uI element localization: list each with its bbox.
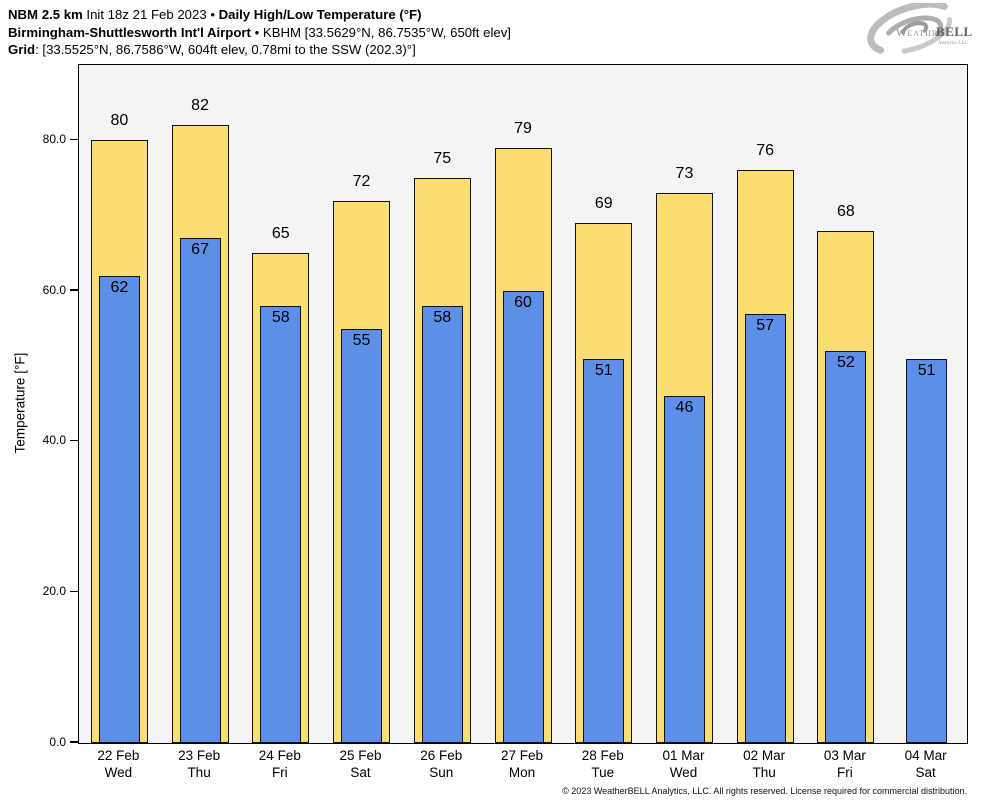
high-value-label: 65 (271, 225, 290, 243)
station-meta: • KBHM [33.5629°N, 86.7535°W, 650ft elev… (250, 24, 511, 40)
low-value-label: 58 (433, 309, 452, 327)
y-tick-mark (70, 590, 78, 593)
low-bar: 46 (663, 396, 705, 743)
high-value-label: 73 (675, 165, 694, 183)
x-tick-label: 02 Mar Thu (722, 747, 806, 781)
low-bar: 67 (179, 238, 221, 743)
high-value-label: 76 (756, 142, 775, 160)
low-bar: 51 (583, 358, 625, 743)
x-tick-date: 01 Mar (662, 748, 705, 763)
high-value-label: 82 (191, 97, 209, 115)
low-value-label: 46 (675, 399, 694, 417)
low-bar: 58 (260, 306, 302, 743)
x-tick-date: 23 Feb (178, 748, 221, 763)
low-value-label: 57 (756, 316, 775, 334)
low-value-label: 51 (594, 361, 613, 379)
title-product: Daily High/Low Temperature (°F) (218, 7, 422, 22)
title-init: Init 18z 21 Feb 2023 • (82, 7, 219, 22)
y-tick-mark (70, 439, 78, 442)
x-tick-date: 22 Feb (97, 748, 140, 763)
x-tick-weekday: Fri (837, 765, 853, 780)
x-tick-date: 24 Feb (258, 748, 301, 763)
chart-grid-line: Grid: [33.5525°N, 86.7586°W, 604ft elev,… (8, 41, 511, 59)
low-value-label: 55 (352, 331, 371, 349)
low-value-label: 58 (271, 309, 290, 327)
low-bar: 58 (421, 306, 463, 743)
station-name: Birmingham-Shuttlesworth Int'l Airport (8, 24, 251, 40)
low-value-label: 51 (917, 361, 936, 379)
high-value-label: 79 (514, 119, 532, 137)
title-model: NBM 2.5 km (8, 7, 83, 22)
x-tick-weekday: Sun (429, 765, 454, 780)
x-tick-label: 24 Feb Fri (238, 747, 322, 781)
low-value-label: 62 (110, 278, 129, 296)
x-tick-weekday: Thu (752, 765, 776, 780)
grid-meta: : [33.5525°N, 86.7586°W, 604ft elev, 0.7… (35, 42, 416, 57)
chart-title-line: NBM 2.5 km Init 18z 21 Feb 2023 • Daily … (8, 6, 511, 24)
y-tick-mark (70, 289, 78, 291)
y-tick-mark (70, 138, 78, 141)
high-value-label: 80 (110, 112, 129, 130)
high-value-label: 75 (433, 150, 452, 167)
high-value-label: 69 (594, 195, 613, 213)
x-tick-label: 26 Feb Sun (399, 747, 483, 781)
low-bar: 57 (744, 313, 786, 743)
low-value-label: 60 (514, 294, 532, 311)
copyright-notice: © 2023 WeatherBELL Analytics, LLC. All r… (562, 786, 967, 796)
x-tick-weekday: Tue (591, 765, 615, 780)
low-value-label: 52 (837, 354, 855, 372)
x-tick-date: 04 Mar (904, 748, 947, 763)
x-tick-label: 25 Feb Sat (319, 747, 403, 781)
x-tick-date: 28 Feb (581, 748, 624, 763)
low-bar: 55 (341, 328, 383, 743)
x-tick-label: 22 Feb Wed (76, 747, 160, 781)
y-tick-label: 80.0 (42, 131, 66, 146)
low-bar: 60 (502, 291, 544, 743)
x-tick-label: 03 Mar Fri (803, 747, 887, 781)
x-tick-date: 02 Mar (743, 748, 786, 763)
x-tick-weekday: Wed (104, 765, 133, 780)
logo-tagline: Analytics LLC (938, 41, 969, 46)
high-value-label: 72 (352, 172, 371, 190)
x-tick-weekday: Mon (508, 765, 536, 780)
y-tick-label: 40.0 (42, 433, 66, 448)
weatherbell-logo: Weather BELL Analytics LLC (866, 0, 978, 57)
logo-swirl-icon: Weather BELL Analytics LLC (867, 0, 973, 54)
x-tick-label: 27 Feb Mon (480, 747, 564, 781)
x-tick-weekday: Sat (915, 765, 936, 780)
x-tick-label: 01 Mar Wed (641, 747, 725, 781)
low-bar: 52 (825, 351, 867, 743)
y-tick-label: 0.0 (49, 734, 66, 749)
x-tick-weekday: Thu (187, 765, 211, 780)
low-bar: 62 (98, 275, 140, 743)
chart-station-line: Birmingham-Shuttlesworth Int'l Airport •… (8, 24, 511, 42)
y-tick-label: 20.0 (42, 583, 66, 598)
y-tick-label: 60.0 (42, 282, 66, 297)
x-tick-weekday: Sat (350, 765, 371, 780)
logo-text-weather: Weather (896, 27, 944, 39)
low-bar: 51 (906, 358, 948, 743)
x-tick-date: 03 Mar (823, 748, 866, 763)
chart-header: NBM 2.5 km Init 18z 21 Feb 2023 • Daily … (8, 6, 511, 59)
x-tick-date: 27 Feb (500, 748, 544, 763)
plot-area: 80 62 82 67 65 58 72 55 75 58 79 60 69 51 73 46 76 57 68 52… (78, 64, 968, 744)
x-tick-label: 23 Feb Thu (157, 747, 241, 781)
y-tick-mark (70, 741, 78, 743)
logo-text-bell: BELL (936, 24, 973, 39)
low-value-label: 67 (191, 241, 209, 259)
grid-label: Grid (8, 42, 36, 57)
x-tick-weekday: Fri (271, 765, 288, 780)
x-tick-label: 28 Feb Tue (561, 747, 645, 781)
x-tick-weekday: Wed (669, 765, 698, 780)
high-value-label: 68 (837, 202, 855, 220)
x-tick-date: 26 Feb (420, 748, 463, 763)
x-tick-date: 25 Feb (339, 748, 382, 763)
x-tick-label: 04 Mar Sat (884, 747, 968, 781)
